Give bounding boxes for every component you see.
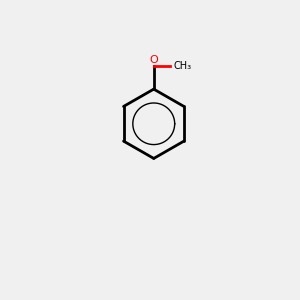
Text: O: O xyxy=(149,55,158,65)
Text: CH₃: CH₃ xyxy=(173,61,192,71)
